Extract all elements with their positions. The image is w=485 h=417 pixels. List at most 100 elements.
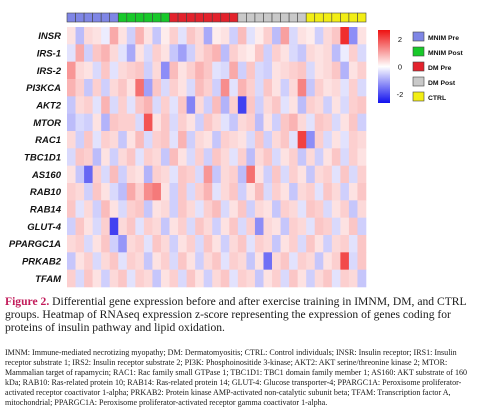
group-bar-cell — [186, 12, 196, 23]
heatmap-cell — [160, 96, 170, 114]
heatmap-cell — [263, 113, 273, 132]
heatmap-cell — [75, 235, 85, 253]
heatmap-cell — [118, 235, 128, 253]
heatmap-cell — [263, 96, 273, 114]
heatmap-cell — [195, 165, 204, 184]
heatmap-cell — [229, 113, 239, 132]
gene-label: PI3KCA — [26, 83, 61, 94]
legend-label: DM Post — [428, 80, 456, 87]
heatmap-cell — [357, 96, 367, 114]
heatmap-cell — [289, 252, 298, 270]
group-bar-cell — [322, 12, 333, 23]
heatmap-cell — [75, 252, 85, 270]
heatmap-cell — [306, 44, 316, 62]
heatmap-cell — [186, 165, 196, 184]
heatmap-cell — [101, 131, 111, 149]
heatmap-cell — [212, 79, 222, 97]
heatmap-cell — [246, 269, 256, 288]
heatmap-cell — [306, 113, 316, 132]
heatmap-cell — [84, 113, 93, 132]
heatmap-cell — [195, 113, 204, 132]
heatmap-cell — [254, 235, 264, 253]
heatmap-cell — [289, 165, 298, 184]
heatmap-cell — [160, 165, 170, 184]
heatmap-cell — [357, 217, 367, 236]
heatmap-cell — [212, 44, 222, 62]
legend-swatch — [412, 91, 425, 102]
heatmap-cell — [289, 96, 298, 114]
heatmap-cell — [178, 79, 187, 97]
heatmap-cell — [135, 96, 145, 114]
heatmap-cell — [289, 269, 298, 288]
heatmap-cell — [263, 44, 273, 62]
heatmap-cell — [169, 200, 179, 218]
heatmap-cell — [118, 200, 128, 218]
group-bar-cell — [263, 12, 273, 23]
heatmap-cell — [289, 217, 298, 236]
heatmap-cell — [84, 200, 93, 218]
heatmap-cell — [340, 79, 350, 97]
heatmap-cell — [67, 148, 76, 166]
heatmap-cell — [126, 183, 136, 201]
group-bar-cell — [254, 12, 264, 23]
legend-swatch — [412, 61, 425, 72]
heatmap-cell — [280, 113, 290, 132]
heatmap-cell — [254, 165, 264, 184]
heatmap-cell — [357, 183, 367, 201]
heatmap-cell — [84, 27, 93, 45]
heatmap-cell — [212, 183, 222, 201]
group-bar-cell — [314, 12, 324, 23]
heatmap-cell — [75, 131, 85, 149]
heatmap-cell — [160, 79, 170, 97]
heatmap-cell — [160, 113, 170, 132]
heatmap-cell — [109, 200, 119, 218]
heatmap-cell — [220, 148, 230, 166]
group-bar-cell — [143, 12, 153, 23]
heatmap-cell — [237, 148, 247, 166]
heatmap-cell — [178, 113, 187, 132]
heatmap-cell — [169, 165, 179, 184]
heatmap-cell — [75, 148, 85, 166]
heatmap-cell — [101, 269, 111, 288]
heatmap-cell — [101, 148, 111, 166]
heatmap-cell — [340, 235, 350, 253]
heatmap-cell — [152, 200, 162, 218]
heatmap-cell — [331, 269, 341, 288]
legend-label: MNIM Post — [428, 50, 463, 57]
heatmap-cell — [348, 148, 358, 166]
heatmap-cell — [212, 131, 222, 149]
heatmap-cell — [143, 217, 153, 236]
heatmap-cell — [169, 113, 179, 132]
heatmap-cell — [126, 96, 136, 114]
heatmap-cell — [220, 131, 230, 149]
gene-label: PRKAB2 — [22, 257, 62, 268]
heatmap-cell — [203, 113, 213, 132]
heatmap-cell — [92, 61, 102, 80]
heatmap-cell — [143, 148, 153, 166]
heatmap-cell — [118, 165, 128, 184]
heatmap-cell — [237, 269, 247, 288]
heatmap-cell — [75, 269, 85, 288]
heatmap-cell — [357, 113, 367, 132]
heatmap-cell — [101, 27, 111, 45]
heatmap-cell — [272, 217, 281, 236]
heatmap-cell — [118, 79, 128, 97]
heatmap-cell — [289, 79, 298, 97]
heatmap-cell — [160, 200, 170, 218]
heatmap-cell — [297, 27, 307, 45]
heatmap-cell — [195, 252, 204, 270]
heatmap-cell — [212, 252, 222, 270]
heatmap-cell — [178, 44, 187, 62]
heatmap-cell — [143, 200, 153, 218]
heatmap-cell — [101, 113, 111, 132]
heatmap-cell — [75, 165, 85, 184]
gene-label: AS160 — [31, 170, 62, 181]
heatmap-cell — [314, 217, 324, 236]
heatmap-cell — [272, 148, 281, 166]
heatmap-cell — [92, 96, 102, 114]
heatmap-cell — [203, 217, 213, 236]
heatmap-cell — [314, 131, 324, 149]
heatmap-cell — [272, 96, 281, 114]
heatmap-figure: INSR IRS-1 IRS-2 PI3KCA AKT2 MTOR RAC1 TBC1D1 AS… — [9, 12, 463, 288]
heatmap-cell — [178, 96, 187, 114]
